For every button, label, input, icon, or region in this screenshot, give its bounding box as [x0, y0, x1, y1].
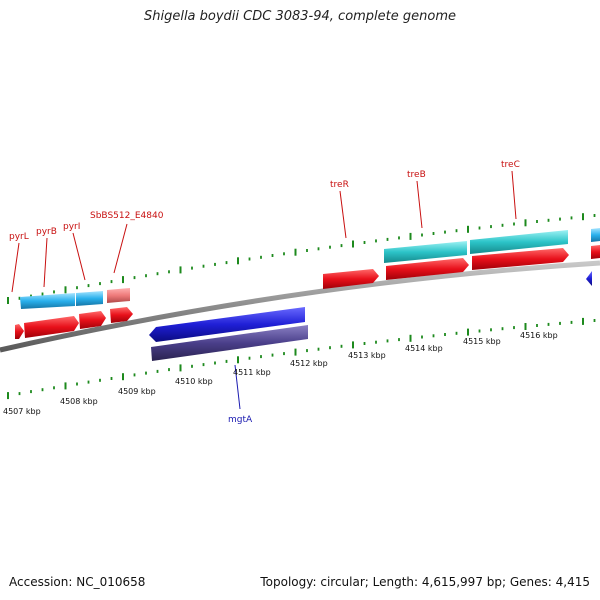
gene-arrow-pyrB: [24, 316, 79, 338]
kbp-label: 4515 kbp: [463, 337, 501, 346]
label-leaders: [11, 170, 517, 410]
gene-arrow-treB: [386, 258, 469, 280]
feature-bar-treB: [384, 241, 467, 263]
leader-mgtA: [234, 364, 241, 410]
kbp-label: 4509 kbp: [118, 387, 156, 396]
leader-sbbs: [113, 223, 128, 274]
gene-arrow-pyrL: [15, 324, 24, 339]
leader-treB: [416, 180, 423, 229]
gene-label-pyrB: pyrB: [36, 227, 57, 237]
kbp-label: 4510 kbp: [175, 377, 213, 386]
gene-arrow-pyrI: [79, 311, 106, 329]
genome-summary-text: Topology: circular; Length: 4,615,997 bp…: [260, 575, 590, 589]
feature-bar-mgtA: [151, 325, 308, 361]
leader-pyrB: [43, 237, 48, 288]
leader-treC: [511, 170, 517, 220]
kbp-label: 4516 kbp: [520, 331, 558, 340]
leader-pyrI: [72, 232, 86, 281]
kbp-label: 4507 kbp: [3, 407, 41, 416]
kbp-label: 4514 kbp: [405, 344, 443, 353]
gene-arrow-edge: [591, 245, 600, 259]
genome-backbone: [0, 260, 600, 353]
leader-pyrL: [11, 242, 20, 293]
gene-label-mgtA: mgtA: [228, 415, 253, 425]
accession-text: Accession: NC_010658: [9, 575, 146, 589]
kbp-label: 4512 kbp: [290, 359, 328, 368]
gene-label-treB: treB: [407, 170, 426, 180]
feature-bar-treC: [470, 230, 568, 254]
gene-label-pyrL: pyrL: [9, 232, 29, 242]
reverse-genes: [149, 271, 592, 361]
gene-arrow-edge-reverse: [586, 271, 592, 286]
gene-arrow-treC: [472, 248, 569, 270]
forward-genes: [15, 245, 600, 339]
feature-bar-pyrI: [76, 291, 103, 306]
tick-row-forward: [7, 213, 596, 304]
gene-labels: pyrL pyrB pyrI SbBS512_E4840 treR treB t…: [9, 160, 520, 425]
gene-label-treC: treC: [501, 160, 520, 170]
gene-arrow-treR: [323, 269, 379, 289]
kbp-label: 4513 kbp: [348, 351, 386, 360]
feature-bar-edge: [591, 228, 600, 242]
feature-bar-sbbs-pseudo: [107, 288, 130, 303]
gene-label-pyrI: pyrI: [63, 222, 80, 232]
leader-treR: [339, 190, 347, 239]
tick-row-reverse: [7, 317, 596, 400]
gene-label-treR: treR: [330, 180, 349, 190]
gene-arrow-sbbs: [110, 307, 133, 323]
map-title: Shigella boydii CDC 3083-94, complete ge…: [143, 9, 457, 24]
feature-bar-pyrL-pyrB: [20, 293, 75, 309]
kbp-label: 4508 kbp: [60, 397, 98, 406]
gene-label-sbbs: SbBS512_E4840: [90, 211, 164, 221]
kbp-axis-labels: 4507 kbp 4508 kbp 4509 kbp 4510 kbp 4511…: [3, 331, 558, 416]
kbp-label: 4511 kbp: [233, 368, 271, 377]
forward-feature-bars: [20, 228, 600, 309]
gene-arrow-mgtA: [149, 307, 305, 342]
